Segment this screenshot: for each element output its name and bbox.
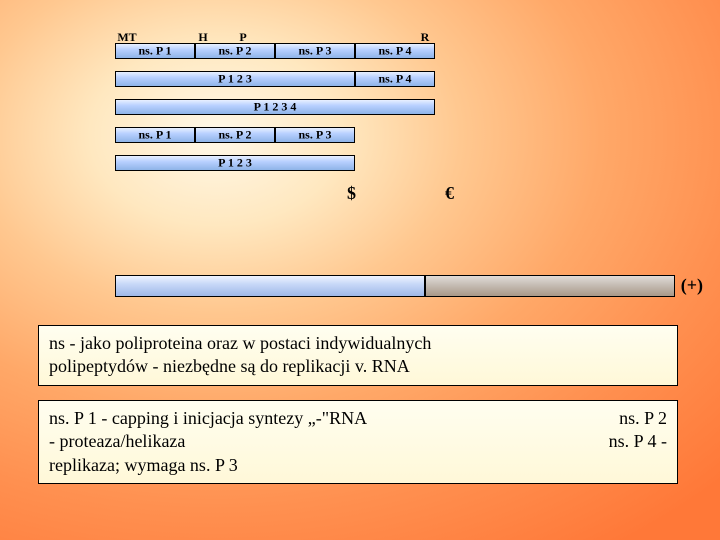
seg-nsp1: ns. P 1 bbox=[115, 43, 195, 59]
domain-labels-row: MT H P R bbox=[115, 30, 435, 43]
genome-bar-row: (+) bbox=[115, 275, 675, 297]
bar-row-3: P 1 2 3 4 bbox=[115, 99, 435, 115]
bar-row-1: ns. P 1 ns. P 2 ns. P 3 ns. P 4 bbox=[115, 43, 435, 59]
euro-sign: € bbox=[445, 183, 454, 204]
bar-row-2: P 1 2 3 ns. P 4 bbox=[115, 71, 435, 87]
seg-nsp3: ns. P 3 bbox=[275, 127, 355, 143]
caption-ns-polyprotein: ns - jako poliproteina oraz w postaci in… bbox=[38, 325, 678, 386]
seg-nsp4: ns. P 4 bbox=[355, 43, 435, 59]
seg-p1234: P 1 2 3 4 bbox=[115, 99, 435, 115]
seg-nsp2: ns. P 2 bbox=[195, 127, 275, 143]
plus-strand-label: (+) bbox=[681, 275, 703, 296]
caption-nsp-functions: ns. P 1 - capping i inicjacja syntezy „-… bbox=[38, 400, 678, 484]
caption-line: ns. P 1 - capping i inicjacja syntezy „-… bbox=[49, 407, 367, 430]
caption-line: replikaza; wymaga ns. P 3 bbox=[49, 455, 238, 475]
caption-line: - proteaza/helikaza bbox=[49, 430, 185, 453]
caption-line: polipeptydów - niezbędne są do replikacj… bbox=[49, 356, 410, 376]
genome-ns-region bbox=[115, 275, 425, 297]
seg-nsp3: ns. P 3 bbox=[275, 43, 355, 59]
bar-row-5: P 1 2 3 bbox=[115, 155, 435, 171]
dollar-sign: $ bbox=[347, 183, 356, 204]
genome-structural-region bbox=[425, 275, 675, 297]
caption-line: ns - jako poliproteina oraz w postaci in… bbox=[49, 333, 431, 353]
bar-row-4: ns. P 1 ns. P 2 ns. P 3 bbox=[115, 127, 435, 143]
seg-nsp2: ns. P 2 bbox=[195, 43, 275, 59]
protein-diagram: MT H P R ns. P 1 ns. P 2 ns. P 3 ns. P 4… bbox=[115, 30, 435, 201]
caption-line: ns. P 4 - bbox=[609, 430, 667, 453]
seg-nsp1: ns. P 1 bbox=[115, 127, 195, 143]
currency-row: $ € bbox=[115, 183, 675, 201]
caption-line: ns. P 2 bbox=[619, 407, 667, 430]
genome-bar-area: (+) bbox=[115, 275, 705, 297]
seg-nsp4: ns. P 4 bbox=[355, 71, 435, 87]
seg-p123: P 1 2 3 bbox=[115, 155, 355, 171]
seg-p123: P 1 2 3 bbox=[115, 71, 355, 87]
